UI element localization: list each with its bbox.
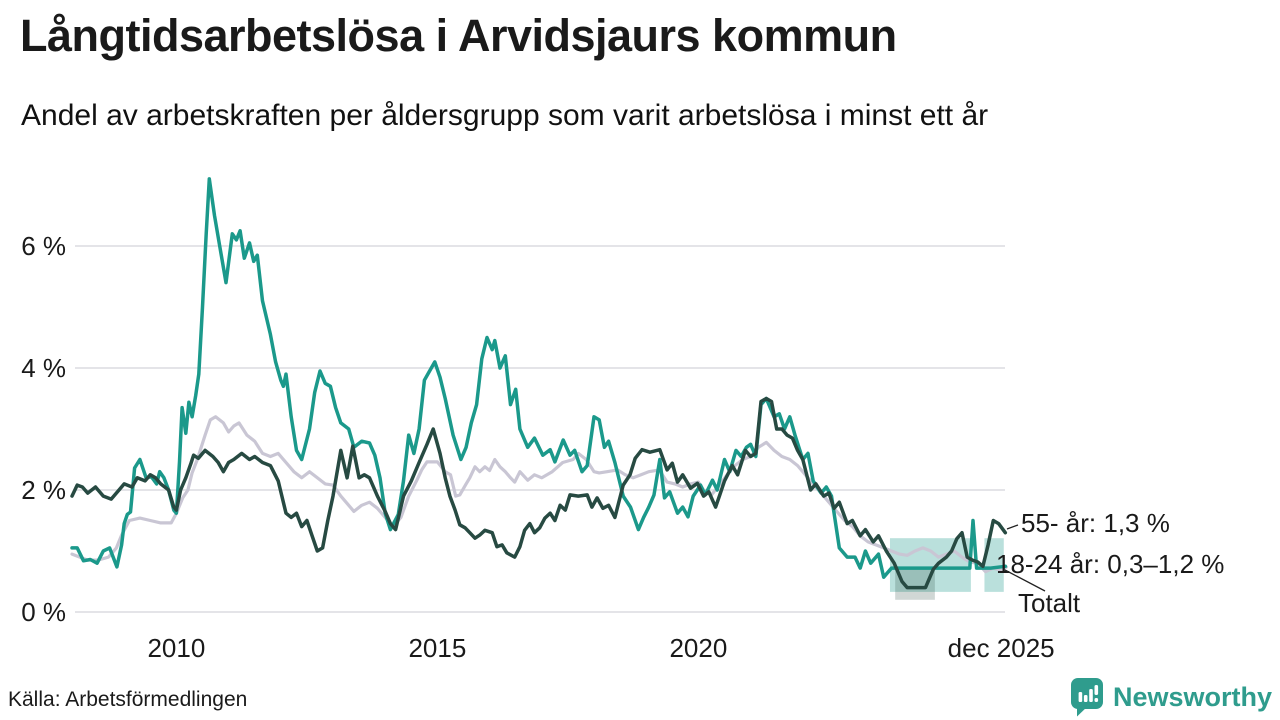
newsworthy-wordmark: Newsworthy xyxy=(1112,681,1272,712)
annotation-connector xyxy=(1004,569,1046,592)
line-chart: 0 % 2 % 4 % 6 % 2010 2015 2020 dec 2025 55- år: … xyxy=(21,177,1224,663)
y-tick-label: 0 % xyxy=(21,597,66,627)
x-tick-label: 2015 xyxy=(408,633,466,663)
series-line-totalt xyxy=(70,415,1009,574)
series-line-a1824 xyxy=(70,177,1008,579)
annotation-connector xyxy=(1006,524,1019,530)
chart-title: Långtidsarbetslösa i Arvidsjaurs kommun xyxy=(20,10,897,61)
annotation-label-1824: 18-24 år: 0,3–1,2 % xyxy=(996,549,1224,579)
source-note: Källa: Arbetsförmedlingen xyxy=(8,688,248,711)
y-tick-label: 6 % xyxy=(21,231,66,261)
series-line-a55 xyxy=(70,396,1008,590)
y-tick-label: 4 % xyxy=(21,353,66,383)
newsworthy-logo[interactable]: Newsworthy xyxy=(1069,677,1272,717)
x-tick-label: dec 2025 xyxy=(948,633,1055,663)
chart-subtitle: Andel av arbetskraften per åldersgrupp s… xyxy=(21,99,989,132)
newsworthy-bubble-chart-icon xyxy=(1070,678,1103,717)
x-tick-label: 2010 xyxy=(147,633,205,663)
y-tick-label: 2 % xyxy=(21,475,66,505)
annotation-label-55: 55- år: 1,3 % xyxy=(1021,508,1170,538)
x-tick-label: 2020 xyxy=(669,633,727,663)
uncertainty-band xyxy=(984,538,1004,592)
annotation-label-totalt: Totalt xyxy=(1018,588,1081,618)
